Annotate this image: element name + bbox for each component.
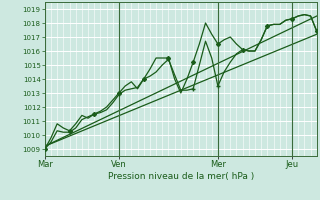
X-axis label: Pression niveau de la mer( hPa ): Pression niveau de la mer( hPa ) [108,172,254,181]
